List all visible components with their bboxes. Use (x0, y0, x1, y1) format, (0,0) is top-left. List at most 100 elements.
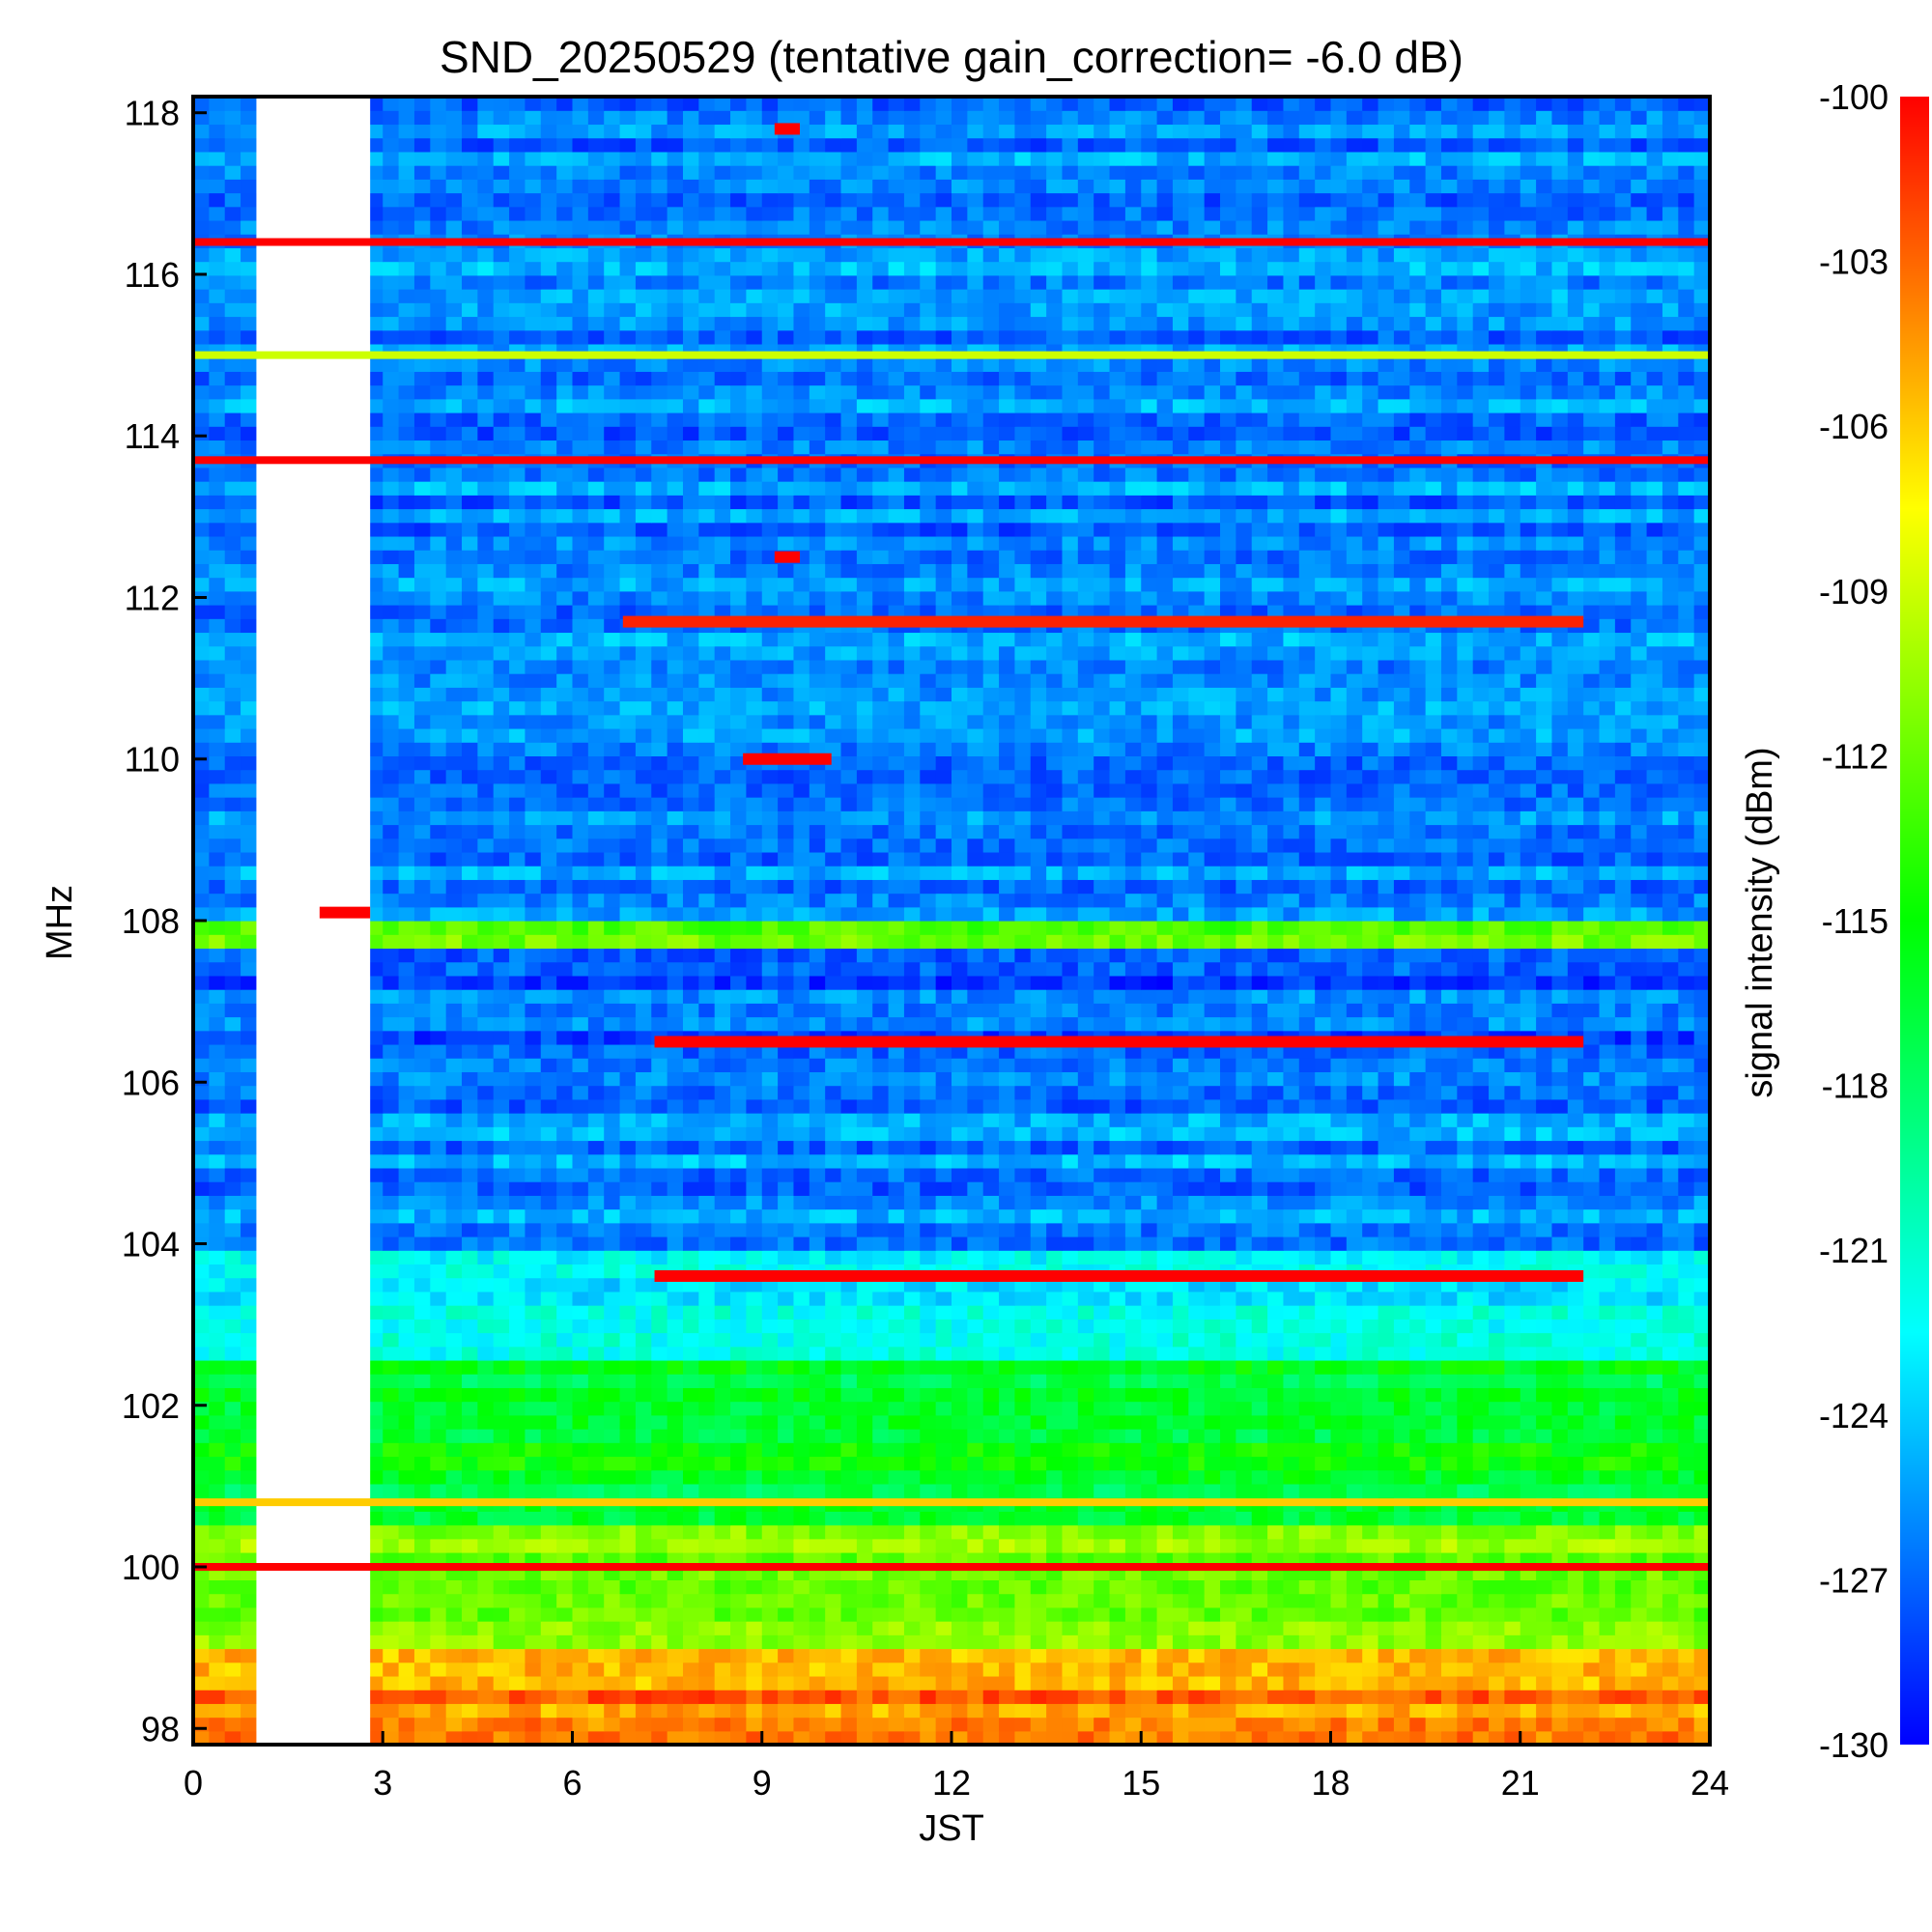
heatmap-cell (1551, 1524, 1569, 1540)
heatmap-cell (1409, 1195, 1427, 1210)
heatmap-cell (1662, 1483, 1679, 1498)
heatmap-cell (445, 1030, 463, 1045)
heatmap-cell (1030, 1346, 1047, 1361)
heatmap-cell (698, 1387, 716, 1403)
heatmap-cell (920, 1593, 937, 1608)
heatmap-cell (477, 1414, 495, 1430)
heatmap-cell (366, 1222, 384, 1237)
heatmap-cell (1124, 1181, 1142, 1196)
heatmap-cell (1346, 1236, 1363, 1251)
heatmap-cell (1046, 1250, 1064, 1265)
heatmap-cell (903, 1319, 921, 1334)
heatmap-cell (730, 1319, 747, 1334)
heatmap-cell (413, 1717, 431, 1732)
heatmap-cell (1124, 1208, 1142, 1224)
heatmap-cell (667, 1126, 684, 1142)
heatmap-cell (1693, 1181, 1710, 1196)
heatmap-cell (462, 1113, 478, 1127)
heatmap-cell (241, 1236, 258, 1251)
heatmap-cell (1409, 1634, 1427, 1650)
heatmap-cell (445, 1043, 463, 1059)
heatmap-cell (493, 1606, 510, 1622)
heatmap-cell (1346, 1648, 1363, 1663)
heatmap-cell (651, 1469, 668, 1485)
heatmap-cell (1425, 1098, 1442, 1114)
heatmap-cell (493, 1085, 510, 1100)
heatmap-cell (462, 1730, 478, 1745)
heatmap-cell (209, 1675, 226, 1690)
heatmap-cell (1236, 1113, 1253, 1127)
heatmap-cell (1520, 1703, 1537, 1719)
heatmap-cell (366, 1703, 384, 1719)
heatmap-cell (587, 1730, 605, 1745)
heatmap-cell (1536, 1236, 1553, 1251)
heatmap-cell (1378, 1703, 1395, 1719)
heatmap-cell (1662, 1538, 1679, 1553)
heatmap-cell (1393, 1332, 1410, 1348)
heatmap-cell (635, 1593, 652, 1608)
heatmap-cell (209, 1250, 226, 1265)
heatmap-cell (1536, 1717, 1553, 1732)
heatmap-cell (1109, 1524, 1126, 1540)
heatmap-cell (572, 1414, 589, 1430)
heatmap-cell (1077, 1621, 1094, 1635)
heatmap-cell (809, 1332, 826, 1348)
heatmap-cell (872, 1442, 890, 1458)
heatmap-cell (572, 1305, 589, 1320)
heatmap-cell (714, 1401, 731, 1416)
heatmap-cell (1030, 1401, 1047, 1416)
heatmap-cell (1599, 1085, 1616, 1100)
heatmap-cell (872, 1236, 890, 1251)
heatmap-cell (1062, 1208, 1079, 1224)
heatmap-cell (604, 1675, 621, 1690)
heatmap-cell (1678, 1442, 1695, 1458)
heatmap-cell (1631, 1374, 1648, 1388)
heatmap-cell (1124, 1483, 1142, 1498)
heatmap-cell (1298, 1085, 1316, 1100)
heatmap-cell (1393, 1634, 1410, 1650)
heatmap-cell (1551, 1167, 1569, 1182)
heatmap-cell (1172, 1250, 1189, 1265)
heatmap-cell (1141, 1332, 1158, 1348)
heatmap-cell (430, 1511, 447, 1526)
heatmap-cell (1236, 1208, 1253, 1224)
heatmap-cell (651, 1511, 668, 1526)
heatmap-cell (525, 1401, 542, 1416)
heatmap-cell (1472, 1250, 1490, 1265)
heatmap-cell (1457, 1483, 1474, 1498)
heatmap-cell (413, 1181, 431, 1196)
heatmap-cell (1583, 1442, 1601, 1458)
heatmap-cell (1267, 1606, 1285, 1622)
heatmap-cell (1030, 1442, 1047, 1458)
heatmap-cell (1614, 1429, 1632, 1443)
heatmap-cell (761, 1222, 779, 1237)
heatmap-cell (1030, 1195, 1047, 1210)
heatmap-cell (398, 1387, 415, 1403)
heatmap-cell (840, 1717, 858, 1732)
heatmap-cell (224, 1456, 242, 1471)
heatmap-cell (1646, 1387, 1663, 1403)
heatmap-cell (572, 1634, 589, 1650)
heatmap-cell (920, 1153, 937, 1169)
heatmap-cell (1520, 1332, 1537, 1348)
heatmap-cell (445, 1181, 463, 1196)
heatmap-cell (1599, 1606, 1616, 1622)
heatmap-cell (430, 1538, 447, 1553)
heatmap-cell (1094, 1250, 1111, 1265)
heatmap-cell (967, 1153, 984, 1169)
heatmap-cell (856, 1442, 873, 1458)
heatmap-cell (888, 1524, 905, 1540)
heatmap-cell (572, 1236, 589, 1251)
heatmap-cell (193, 1387, 210, 1403)
heatmap-cell (825, 1690, 842, 1704)
heatmap-cell (856, 1538, 873, 1553)
heatmap-cell (761, 1359, 779, 1375)
heatmap-cell (604, 1030, 621, 1045)
heatmap-cell (1583, 1208, 1601, 1224)
heatmap-cell (730, 1305, 747, 1320)
heatmap-cell (1520, 1043, 1537, 1059)
heatmap-cell (1094, 1126, 1111, 1142)
heatmap-cell (903, 1469, 921, 1485)
heatmap-cell (1094, 1401, 1111, 1416)
heatmap-cell (1646, 1126, 1663, 1142)
